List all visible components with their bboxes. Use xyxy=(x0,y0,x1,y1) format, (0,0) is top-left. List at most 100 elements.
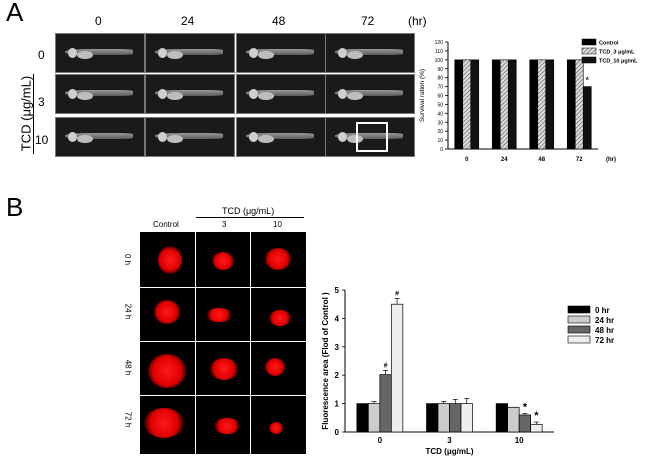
row-label-0h: 0 h xyxy=(123,253,133,266)
legend-label: 48 hr xyxy=(595,326,614,335)
x-tick-label: 10 xyxy=(515,436,524,445)
y-tick-label: 60 xyxy=(437,94,443,100)
larva-image xyxy=(55,117,145,157)
col-label-10: 10 xyxy=(273,220,282,229)
fluorescence-image xyxy=(250,395,307,455)
bar xyxy=(518,414,532,433)
larva-image xyxy=(325,117,415,157)
legend-swatch xyxy=(581,47,597,55)
bar xyxy=(507,406,520,433)
time-label-0: 0 xyxy=(95,14,102,28)
bar xyxy=(470,59,480,150)
bar xyxy=(367,403,381,433)
fluorescent-spot xyxy=(269,310,291,326)
fluorescence-image xyxy=(250,341,307,397)
fluorescent-spot xyxy=(148,354,186,388)
significance-marker: # xyxy=(384,362,388,369)
legend-label: TCD_3 μg/mL xyxy=(599,50,635,56)
bar xyxy=(356,403,369,433)
larva-image xyxy=(325,33,415,73)
fluorescent-spot xyxy=(265,358,285,376)
fluorescence-image xyxy=(250,231,307,289)
legend-label: Control xyxy=(599,41,619,47)
time-label-24: 24 xyxy=(181,14,195,28)
bar xyxy=(507,59,517,150)
fluorescent-spot xyxy=(210,358,238,380)
bar xyxy=(426,403,439,433)
legend-swatch xyxy=(567,325,591,334)
row-label-10: 10 xyxy=(35,133,49,147)
x-tick-label: 24 xyxy=(501,157,508,163)
larva-image xyxy=(325,74,415,114)
fluorescence-image xyxy=(139,341,197,397)
bar xyxy=(462,59,472,150)
bar xyxy=(449,403,462,433)
panel-a-group-label: TCD (μg/mL) xyxy=(18,75,34,152)
time-unit-label: (hr) xyxy=(408,14,427,28)
x-tick-label: 3 xyxy=(447,436,452,445)
row-label-3: 3 xyxy=(38,95,45,109)
y-tick-label: 1 xyxy=(335,400,340,409)
row-label-24h: 24 h xyxy=(123,303,133,320)
legend-label: 24 hr xyxy=(595,316,614,325)
panel-b-group-label: TCD (μg/mL) xyxy=(222,206,275,216)
bar xyxy=(390,303,404,433)
x-unit-label: (hr) xyxy=(606,157,616,163)
y-tick-label: 3 xyxy=(335,343,340,352)
fluorescence-chart: 0 1 2 3 4 5 Fluorescence area (Flod of Control… xyxy=(321,286,614,456)
col-label-3: 3 xyxy=(222,220,227,229)
bar xyxy=(574,59,584,150)
y-tick-label: 80 xyxy=(437,76,443,82)
bar xyxy=(545,59,555,150)
fluorescent-spot xyxy=(158,246,182,274)
y-tick-label: 5 xyxy=(335,286,340,295)
fluorescence-image xyxy=(195,395,252,455)
y-tick-label: 0 xyxy=(335,428,340,437)
bar xyxy=(530,423,543,433)
fluorescence-image xyxy=(195,231,252,289)
larva-image xyxy=(145,33,235,73)
larva-image xyxy=(55,33,145,73)
bar xyxy=(379,374,392,433)
bar xyxy=(437,403,450,433)
y-tick-label: 70 xyxy=(437,85,443,91)
bar xyxy=(495,403,509,433)
larva-image xyxy=(236,117,326,157)
fluorescence-image xyxy=(139,395,197,455)
time-label-48: 48 xyxy=(272,14,286,28)
fluorescence-image xyxy=(139,287,197,343)
x-tick-label: 0 xyxy=(465,157,469,163)
significance-marker: * xyxy=(523,402,528,414)
y-tick-label: 100 xyxy=(435,58,444,64)
row-label-0: 0 xyxy=(38,48,45,62)
legend-label: 0 hr xyxy=(595,306,610,315)
y-tick-label: 120 xyxy=(435,40,444,46)
row-label-48h: 48 h xyxy=(123,359,133,376)
legend-swatch xyxy=(567,335,591,344)
y-tick-label: 0 xyxy=(440,147,443,153)
bar xyxy=(537,59,547,150)
bar xyxy=(582,86,592,150)
legend-swatch xyxy=(567,305,591,314)
y-axis-label: Fluorescence area (Flod of Control ) xyxy=(321,292,330,430)
bar xyxy=(499,59,509,150)
fluorescent-spot xyxy=(269,422,283,434)
x-tick-label: 48 xyxy=(538,157,545,163)
time-label-72: 72 xyxy=(361,14,375,28)
legend-label: TCD_10 μg/mL xyxy=(599,59,638,65)
group-bracket-line xyxy=(33,74,34,154)
bar xyxy=(491,59,501,150)
y-tick-label: 4 xyxy=(335,314,340,323)
larva-image xyxy=(145,117,235,157)
bar xyxy=(529,59,539,150)
row-label-72h: 72 h xyxy=(123,411,133,428)
significance-marker: * xyxy=(534,410,539,422)
x-tick-label: 72 xyxy=(576,157,583,163)
legend-swatch xyxy=(581,38,597,46)
x-axis-label: TCD (μg/mL) xyxy=(426,447,474,456)
survival-chart: 0 10 20 30 40 50 60 70 80 90 100 110 120 Survival rat… xyxy=(419,38,638,163)
fluorescent-spot xyxy=(144,408,184,438)
larva-image xyxy=(236,74,326,114)
y-tick-label: 90 xyxy=(437,67,443,73)
y-tick-label: 20 xyxy=(437,129,443,135)
